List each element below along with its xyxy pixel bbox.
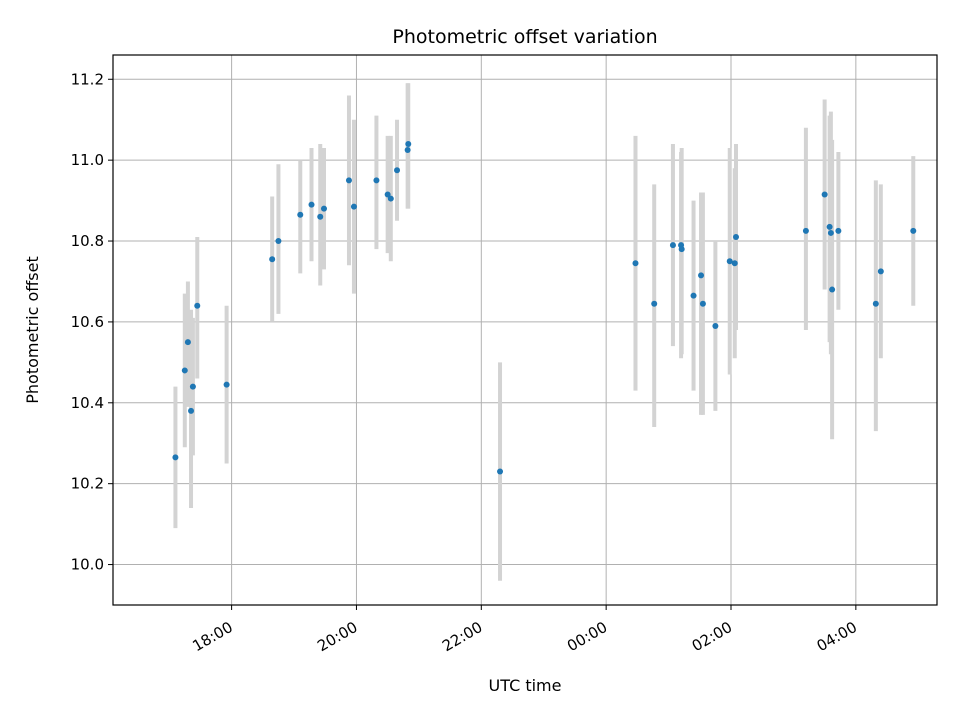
data-point [275, 238, 282, 245]
y-tick-label: 11.0 [71, 151, 104, 169]
data-point [320, 205, 327, 212]
data-point [350, 203, 357, 210]
data-point [821, 191, 828, 198]
x-tick-label: 20:00 [314, 618, 360, 655]
error-bars [173, 83, 916, 581]
data-point [872, 300, 879, 307]
data-point [732, 233, 739, 240]
data-point [910, 227, 917, 234]
x-tick-label: 00:00 [564, 618, 610, 655]
data-point [651, 300, 658, 307]
x-axis-ticks: 18:00 20:00 22:00 00:00 02:00 04:00 [189, 605, 860, 655]
data-point [877, 268, 884, 275]
y-tick-label: 11.2 [71, 70, 104, 88]
x-axis-label: UTC time [489, 676, 562, 695]
data-point [308, 201, 315, 208]
data-point [678, 246, 685, 253]
data-point [223, 381, 230, 388]
data-point [387, 195, 394, 202]
data-point [189, 383, 196, 390]
data-point [712, 322, 719, 329]
y-tick-label: 10.2 [71, 475, 104, 493]
data-point [172, 454, 179, 461]
grid-lines [113, 55, 937, 605]
data-point [690, 292, 697, 299]
data-point [829, 286, 836, 293]
x-tick-label: 02:00 [689, 618, 735, 655]
chart-title: Photometric offset variation [392, 26, 657, 48]
data-point [345, 177, 352, 184]
y-tick-label: 10.4 [71, 394, 104, 412]
data-point [405, 140, 412, 147]
data-point [184, 339, 191, 346]
plot-frame [112, 54, 938, 606]
data-point [698, 272, 705, 279]
data-point [373, 177, 380, 184]
data-point [297, 211, 304, 218]
data-point [194, 302, 201, 309]
data-point [632, 260, 639, 267]
y-axis-ticks: 10.0 10.2 10.4 10.6 10.8 11.0 11.2 [71, 70, 113, 574]
data-point [384, 191, 391, 198]
data-point [835, 227, 842, 234]
data-point [404, 147, 411, 154]
data-point [669, 242, 676, 249]
data-point [181, 367, 188, 374]
data-point [731, 260, 738, 267]
data-point [802, 227, 809, 234]
data-point [699, 300, 706, 307]
data-points [172, 140, 917, 475]
data-point [394, 167, 401, 174]
y-tick-label: 10.8 [71, 232, 104, 250]
data-point [726, 258, 733, 265]
x-tick-label: 18:00 [189, 618, 235, 655]
data-point [269, 256, 276, 263]
data-point [497, 468, 504, 475]
data-point [826, 223, 833, 230]
data-point [188, 407, 195, 414]
data-point [317, 213, 324, 220]
x-tick-label: 04:00 [814, 618, 860, 655]
y-axis-label: Photometric offset [23, 256, 42, 404]
y-tick-label: 10.0 [71, 556, 104, 574]
x-tick-label: 22:00 [439, 618, 485, 655]
y-tick-label: 10.6 [71, 313, 104, 331]
data-point [827, 229, 834, 236]
